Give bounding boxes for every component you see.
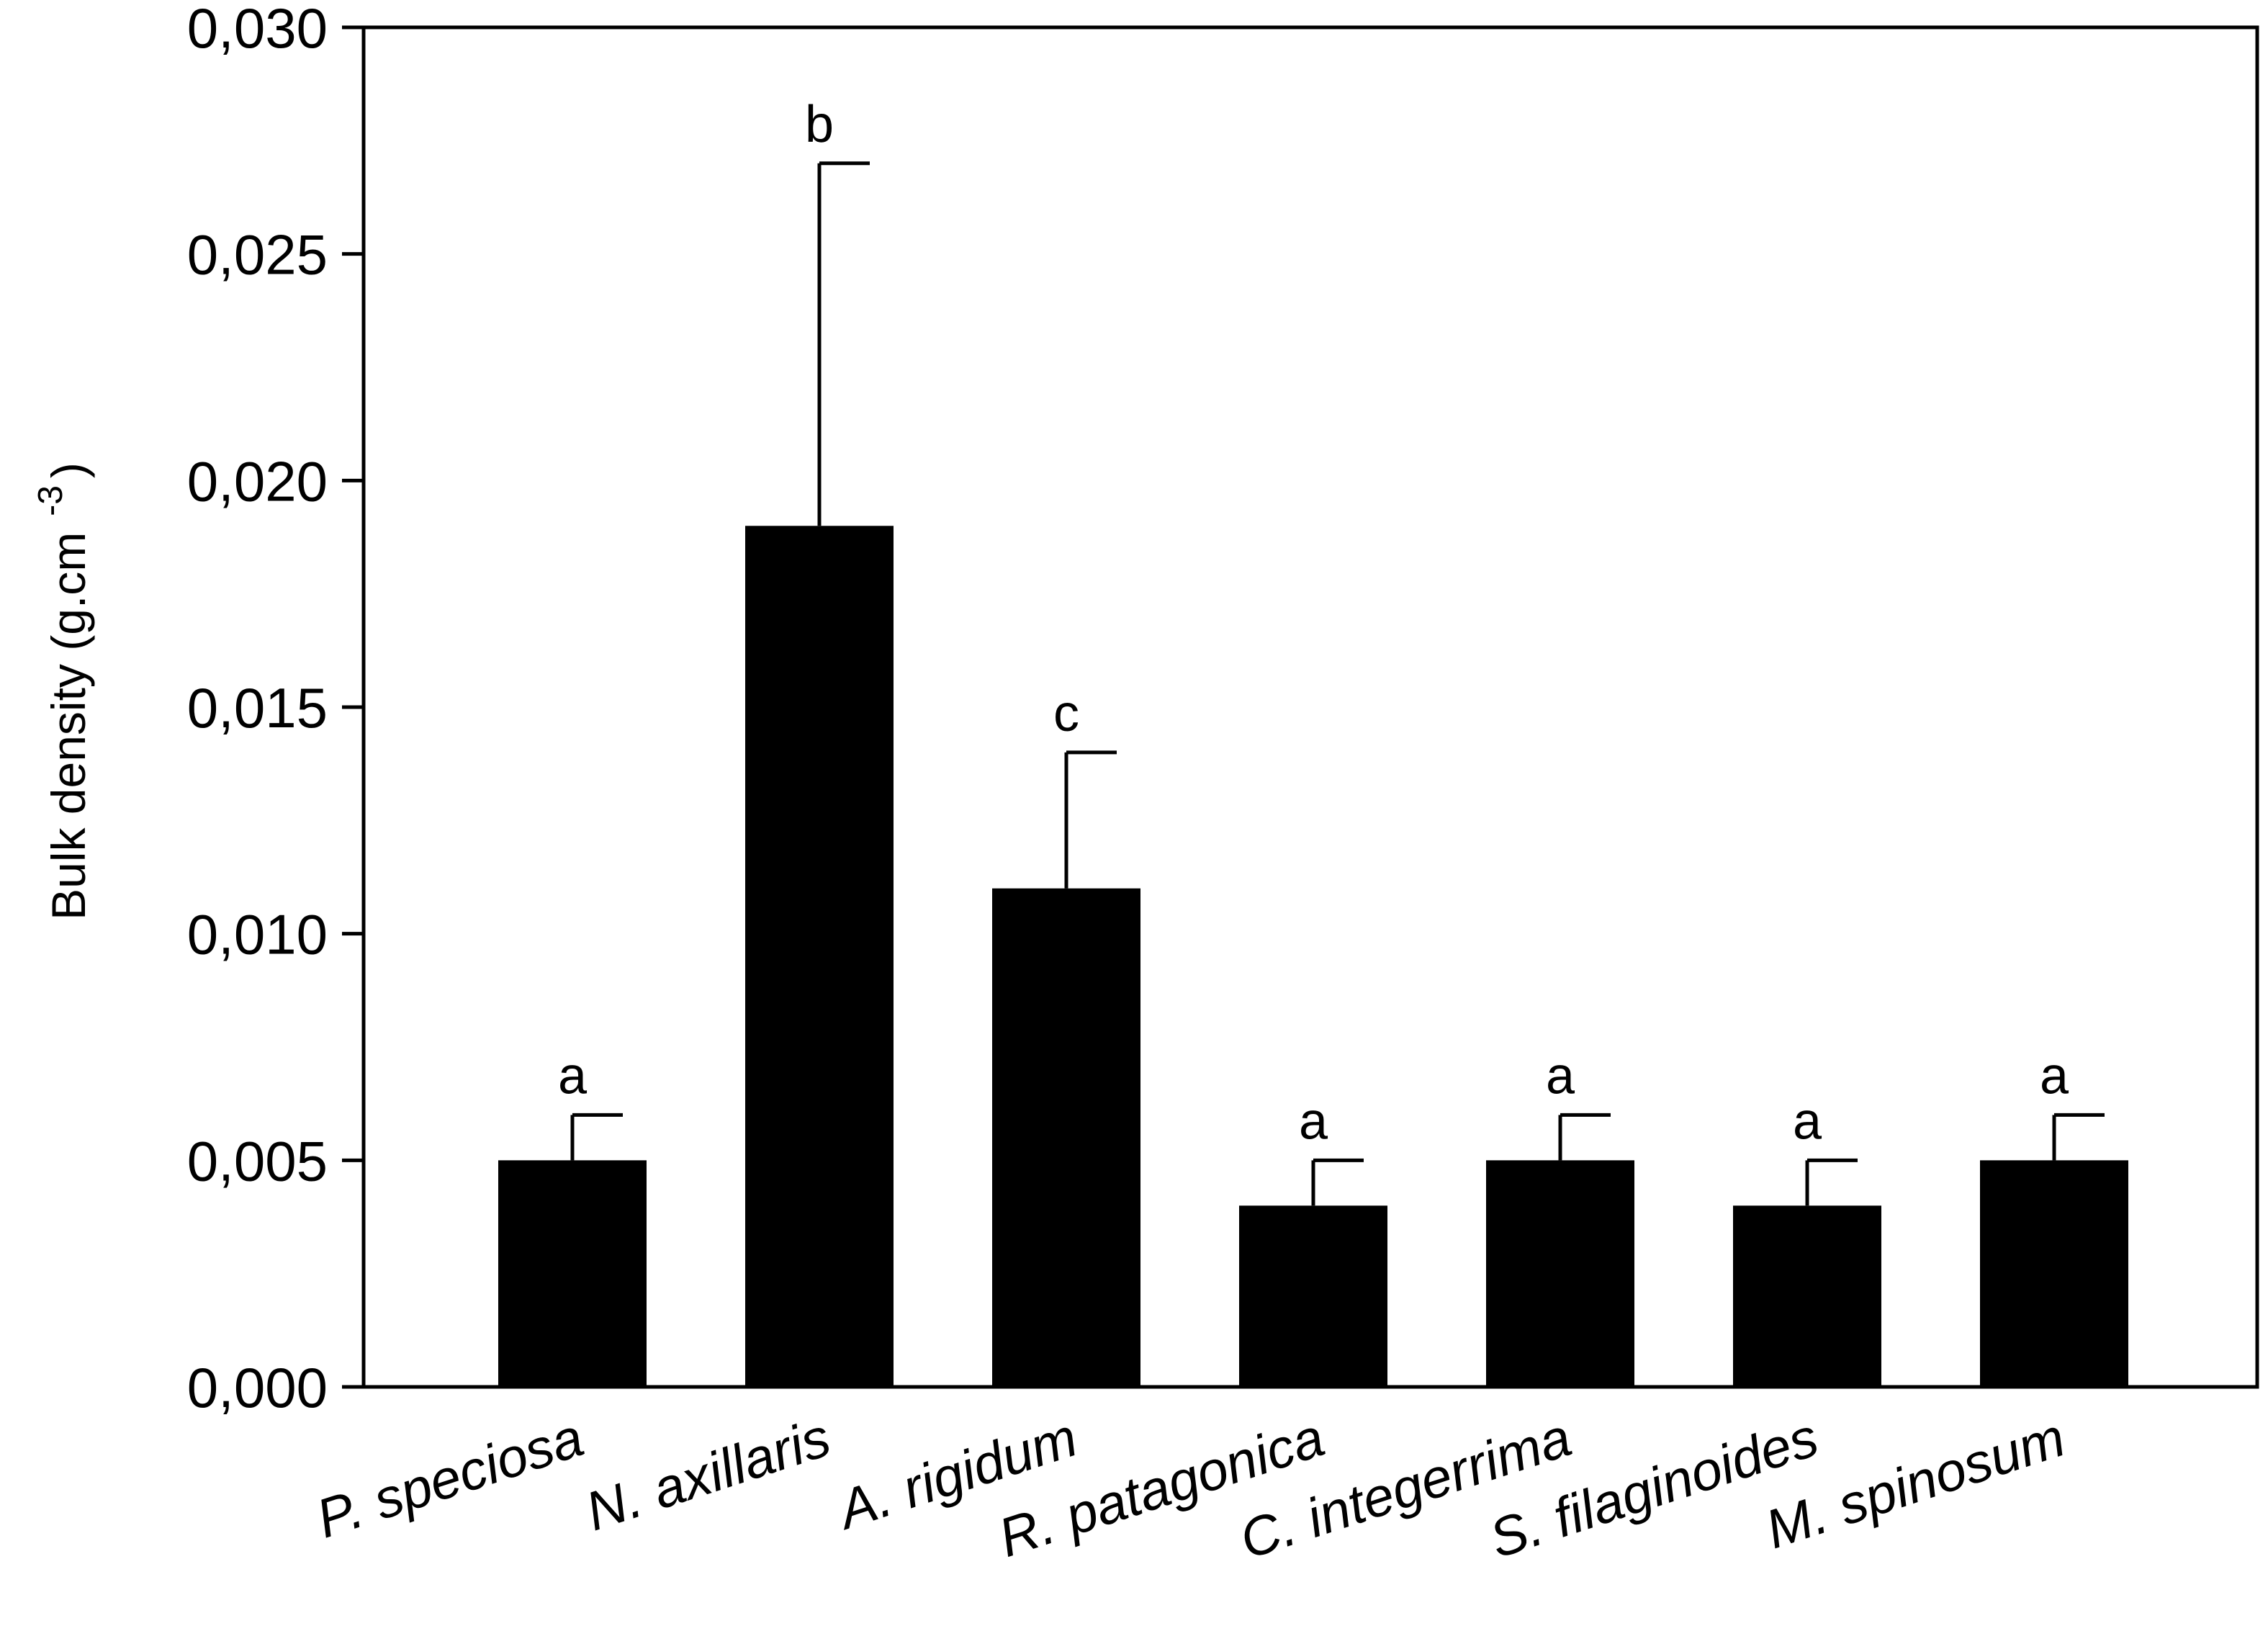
bar — [1733, 1205, 1881, 1387]
bar — [498, 1160, 647, 1387]
significance-label: a — [1546, 1047, 1575, 1105]
y-tick-label: 0,025 — [187, 223, 328, 287]
y-tick-label: 0,030 — [187, 0, 328, 60]
y-tick-label: 0,005 — [187, 1129, 328, 1192]
y-tick-label: 0,020 — [187, 449, 328, 513]
y-axis-title-close: ) — [42, 462, 95, 478]
bar — [1486, 1160, 1634, 1387]
axes: 0,000 0,005 0,010 0,015 0,020 0,025 0,030 — [187, 0, 2259, 1419]
bars — [498, 526, 2128, 1388]
significance-label: a — [558, 1047, 588, 1105]
significance-label: a — [2040, 1047, 2069, 1105]
y-axis-title: Bulk density (g.cm -3) — [32, 462, 95, 920]
x-tick-label: N. axillaris — [579, 1406, 838, 1542]
error-bars — [570, 161, 2105, 1206]
x-tick-label: P. speciosa — [310, 1406, 591, 1550]
bar — [745, 526, 894, 1388]
significance-label: b — [805, 96, 834, 153]
bar — [1239, 1205, 1387, 1387]
plot-frame — [361, 25, 2259, 1389]
y-tick-label: 0,000 — [187, 1356, 328, 1419]
bar — [992, 888, 1140, 1387]
significance-label: c — [1053, 685, 1079, 742]
bar — [1980, 1160, 2128, 1387]
y-tick-label: 0,015 — [187, 676, 328, 740]
y-axis-title-superscript: -3 — [32, 485, 70, 516]
significance-label: a — [1299, 1092, 1328, 1150]
y-tick-label: 0,010 — [187, 903, 328, 966]
y-axis-title-main: Bulk density (g.cm — [42, 532, 95, 920]
significance-label: a — [1793, 1092, 1822, 1150]
